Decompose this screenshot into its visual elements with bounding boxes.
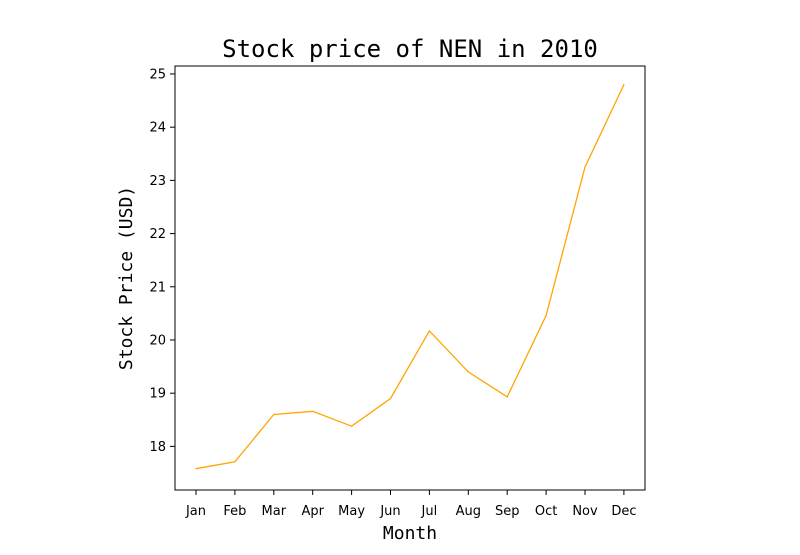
x-axis: Jan Feb Mar Apr May Jun Jul Aug Sep Oct Nov Dec <box>185 490 636 519</box>
x-tick-label: Jun <box>379 504 400 519</box>
y-tick-label: 20 <box>149 333 166 348</box>
data-point <box>584 166 586 168</box>
data-points <box>195 84 625 470</box>
y-tick-label: 18 <box>149 440 166 455</box>
x-tick-label: Mar <box>262 504 287 519</box>
data-point <box>545 314 547 317</box>
series-line <box>195 84 625 470</box>
y-tick-label: 25 <box>149 67 166 82</box>
x-tick-label: Feb <box>223 504 246 519</box>
y-tick-label: 24 <box>149 121 166 136</box>
y-axis: 18 19 20 21 22 23 24 25 <box>149 67 175 455</box>
data-point <box>428 330 430 332</box>
chart-title: Stock price of NEN in 2010 <box>222 35 598 63</box>
data-point <box>234 461 236 463</box>
x-tick-label: Oct <box>535 504 557 519</box>
data-point <box>351 425 353 427</box>
data-point <box>312 410 314 412</box>
x-axis-label: Month <box>383 523 437 544</box>
y-tick-label: 21 <box>149 280 166 295</box>
x-tick-label: May <box>338 504 365 519</box>
x-tick-label: Dec <box>611 504 636 519</box>
data-point <box>506 396 508 398</box>
data-point <box>273 413 275 416</box>
x-tick-label: Jul <box>421 504 438 519</box>
data-point <box>467 371 469 373</box>
x-tick-label: Sep <box>495 504 520 519</box>
data-point <box>389 397 392 400</box>
plot-frame <box>174 65 646 491</box>
x-tick-label: Jan <box>185 504 206 519</box>
x-tick-label: Apr <box>301 504 324 519</box>
x-tick-label: Nov <box>572 504 598 519</box>
y-tick-label: 19 <box>149 387 166 402</box>
y-tick-label: 22 <box>149 227 166 242</box>
data-point <box>195 468 197 470</box>
y-axis-label: Stock Price (USD) <box>116 186 137 370</box>
y-tick-label: 23 <box>149 174 166 189</box>
data-point <box>623 84 625 86</box>
x-tick-label: Aug <box>456 504 481 519</box>
